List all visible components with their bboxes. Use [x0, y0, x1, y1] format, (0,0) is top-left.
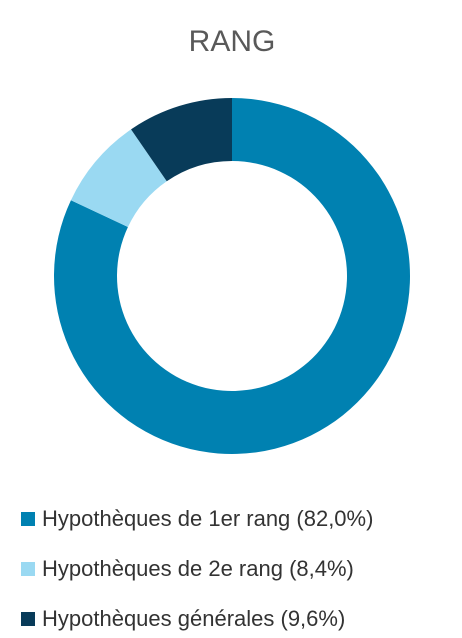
- legend-swatch: [21, 612, 35, 626]
- legend-label: Hypothèques de 2e rang (8,4%): [42, 556, 354, 581]
- legend-label: Hypothèques générales (9,6%): [42, 606, 345, 631]
- chart-title: RANG: [189, 25, 276, 58]
- donut-segment: [131, 98, 232, 182]
- legend-swatch: [21, 562, 35, 576]
- donut-segment: [70, 129, 167, 228]
- legend-label: Hypothèques de 1er rang (82,0%): [42, 506, 373, 531]
- donut-segment: [53, 98, 411, 454]
- legend-swatch: [21, 512, 35, 526]
